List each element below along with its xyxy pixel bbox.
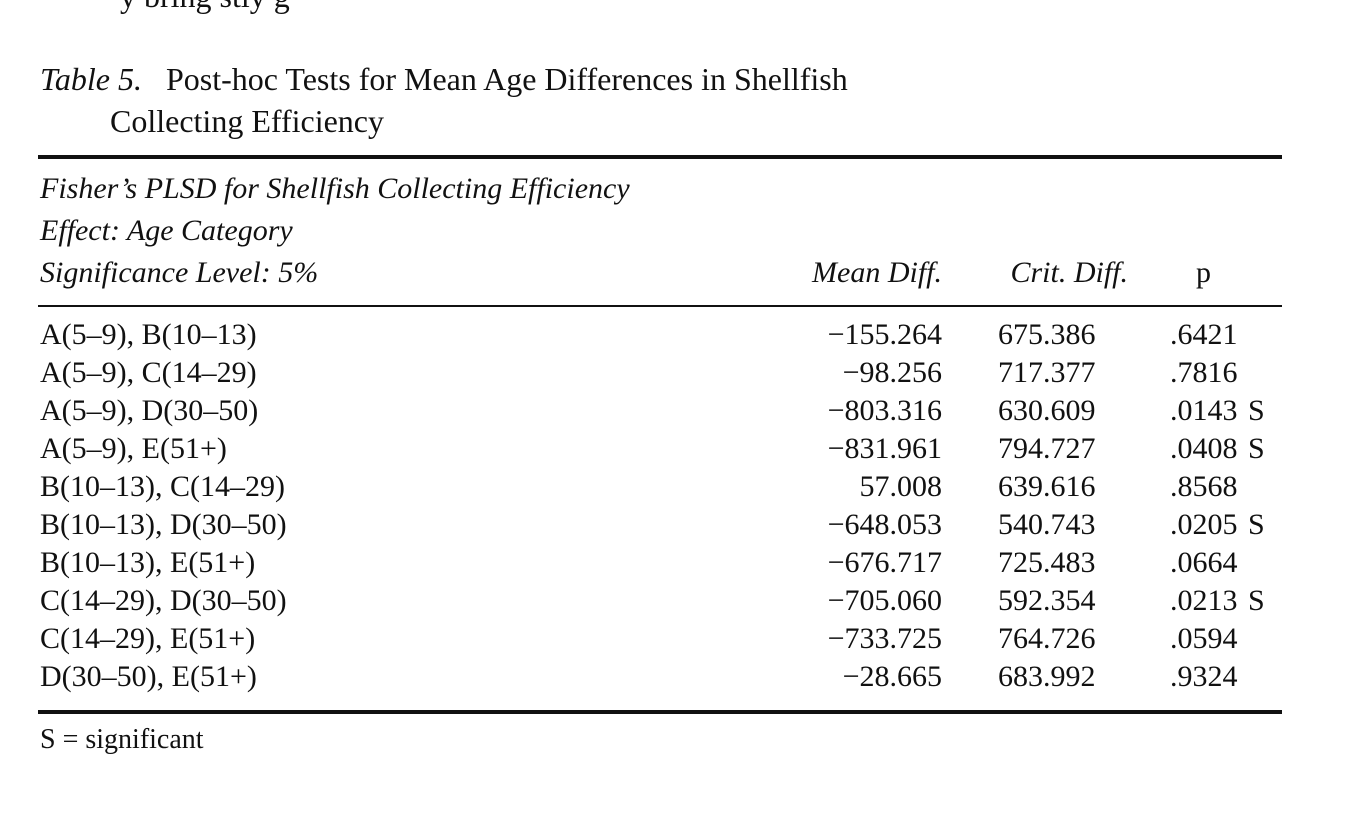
comparison-cell: C(14–29), E(51+) [40, 622, 256, 655]
test-name: Fisher’s PLSD for Shellfish Collecting E… [40, 172, 630, 205]
crit-diff-cell: 639.616 [998, 470, 1096, 503]
table-bottom-rule [38, 710, 1282, 714]
p-value-cell: .0664 [1170, 546, 1238, 579]
comparison-cell: A(5–9), E(51+) [40, 432, 227, 465]
table-body: A(5–9), B(10–13) −155.264 675.386 .6421 … [40, 316, 1300, 696]
mean-diff-cell: −676.717 [827, 546, 942, 579]
table-title-line1: Post-hoc Tests for Mean Age Differences … [165, 61, 848, 97]
p-value-cell: .0205 [1170, 508, 1238, 541]
table-caption: Table 5. Post-hoc Tests for Mean Age Dif… [40, 58, 1140, 142]
significance-marker: S [1248, 432, 1265, 465]
table-footnote: S = significant [40, 724, 204, 755]
comparison-cell: B(10–13), C(14–29) [40, 470, 285, 503]
table-row: A(5–9), E(51+) −831.961 794.727 .0408 S [40, 430, 1300, 468]
p-value-cell: .0594 [1170, 622, 1238, 655]
column-header-mean-diff: Mean Diff. [812, 256, 942, 289]
significance-marker: S [1248, 508, 1265, 541]
column-header-p: p [1196, 256, 1211, 289]
crit-diff-cell: 592.354 [998, 584, 1096, 617]
comparison-cell: C(14–29), D(30–50) [40, 584, 287, 617]
table-row: A(5–9), C(14–29) −98.256 717.377 .7816 [40, 354, 1300, 392]
p-value-cell: .6421 [1170, 318, 1238, 351]
table-row: C(14–29), E(51+) −733.725 764.726 .0594 [40, 620, 1300, 658]
mean-diff-cell: −803.316 [827, 394, 942, 427]
p-value-cell: .8568 [1170, 470, 1238, 503]
p-value-cell: .0213 [1170, 584, 1238, 617]
crit-diff-cell: 725.483 [998, 546, 1096, 579]
crit-diff-cell: 764.726 [998, 622, 1096, 655]
table-title-line2: Collecting Efficiency [110, 103, 384, 139]
table-row: B(10–13), D(30–50) −648.053 540.743 .020… [40, 506, 1300, 544]
mean-diff-cell: −98.256 [842, 356, 942, 389]
crit-diff-cell: 540.743 [998, 508, 1096, 541]
table-row: A(5–9), D(30–50) −803.316 630.609 .0143 … [40, 392, 1300, 430]
p-value-cell: .7816 [1170, 356, 1238, 389]
mean-diff-cell: −705.060 [827, 584, 942, 617]
table-row: B(10–13), C(14–29) 57.008 639.616 .8568 [40, 468, 1300, 506]
comparison-cell: D(30–50), E(51+) [40, 660, 257, 693]
table-top-rule [38, 155, 1282, 159]
significance-level: Significance Level: 5% [40, 256, 319, 289]
mean-diff-cell: −155.264 [827, 318, 942, 351]
mean-diff-cell: −648.053 [827, 508, 942, 541]
mean-diff-cell: 57.008 [859, 470, 943, 503]
significance-marker: S [1248, 394, 1265, 427]
table-label: Table 5. [40, 61, 142, 97]
comparison-cell: B(10–13), D(30–50) [40, 508, 287, 541]
comparison-cell: A(5–9), D(30–50) [40, 394, 259, 427]
mean-diff-cell: −28.665 [842, 660, 942, 693]
significance-marker: S [1248, 584, 1265, 617]
table-row: D(30–50), E(51+) −28.665 683.992 .9324 [40, 658, 1300, 696]
crit-diff-cell: 717.377 [998, 356, 1096, 389]
comparison-cell: B(10–13), E(51+) [40, 546, 256, 579]
table-header-rule [38, 305, 1282, 307]
table-row: A(5–9), B(10–13) −155.264 675.386 .6421 [40, 316, 1300, 354]
table-row: C(14–29), D(30–50) −705.060 592.354 .021… [40, 582, 1300, 620]
table-header-block: Fisher’s PLSD for Shellfish Collecting E… [40, 168, 630, 294]
mean-diff-cell: −733.725 [827, 622, 942, 655]
crit-diff-cell: 675.386 [998, 318, 1096, 351]
crit-diff-cell: 630.609 [998, 394, 1096, 427]
p-value-cell: .0408 [1170, 432, 1238, 465]
column-header-crit-diff: Crit. Diff. [1010, 256, 1128, 289]
comparison-cell: A(5–9), C(14–29) [40, 356, 257, 389]
p-value-cell: .0143 [1170, 394, 1238, 427]
effect-label: Effect: Age Category [40, 214, 293, 247]
mean-diff-cell: −831.961 [827, 432, 942, 465]
cut-off-text-fragment: y bring stly g [120, 0, 290, 15]
comparison-cell: A(5–9), B(10–13) [40, 318, 257, 351]
crit-diff-cell: 794.727 [998, 432, 1096, 465]
p-value-cell: .9324 [1170, 660, 1238, 693]
table-row: B(10–13), E(51+) −676.717 725.483 .0664 [40, 544, 1300, 582]
crit-diff-cell: 683.992 [998, 660, 1096, 693]
